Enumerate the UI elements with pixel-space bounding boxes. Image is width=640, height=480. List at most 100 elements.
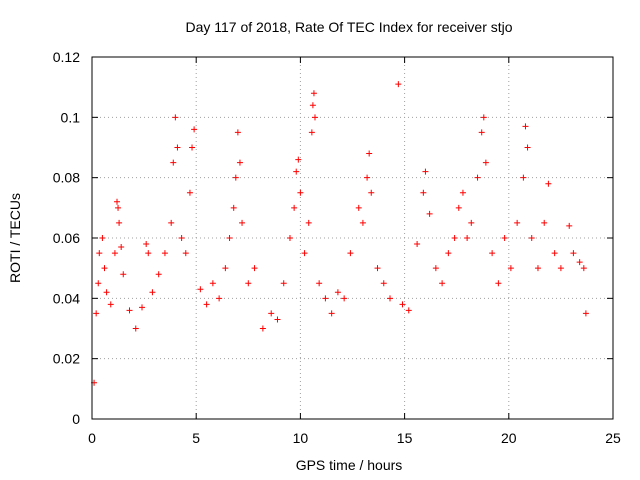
data-point xyxy=(328,310,335,317)
data-point xyxy=(132,325,139,332)
data-point xyxy=(414,241,421,248)
data-point xyxy=(209,280,216,287)
data-point xyxy=(495,280,502,287)
data-point xyxy=(464,235,471,241)
data-point xyxy=(305,219,312,226)
x-tick-label: 0 xyxy=(88,430,96,446)
data-point xyxy=(226,235,233,241)
y-tick-label: 0.02 xyxy=(53,351,80,367)
data-point xyxy=(545,180,552,187)
data-point xyxy=(439,280,446,287)
data-point xyxy=(380,280,387,287)
data-point xyxy=(234,129,241,136)
chart-title: Day 117 of 2018, Rate Of TEC Index for r… xyxy=(185,19,512,35)
x-tick-label: 20 xyxy=(501,430,517,446)
data-point xyxy=(182,250,189,257)
data-point xyxy=(445,250,452,257)
grid-lines xyxy=(92,57,613,419)
data-point xyxy=(364,174,371,181)
data-point xyxy=(143,241,150,248)
data-point xyxy=(478,129,485,136)
data-point xyxy=(432,265,439,272)
data-point xyxy=(347,250,354,257)
data-point xyxy=(145,250,152,257)
data-point xyxy=(580,265,587,272)
data-point xyxy=(126,307,133,314)
data-point xyxy=(191,126,198,133)
data-point xyxy=(524,144,531,151)
data-point xyxy=(111,250,118,257)
data-point xyxy=(280,280,287,287)
data-point xyxy=(301,250,308,257)
data-point xyxy=(149,289,156,296)
x-tick-label: 15 xyxy=(397,430,413,446)
data-point xyxy=(355,204,362,211)
x-tick-label: 25 xyxy=(605,430,621,446)
tick-labels: 0 5 10 15 20 25 0 0.02 0.04 0.06 0.08 0.1 0.12 xyxy=(53,49,621,446)
data-point xyxy=(551,250,558,257)
data-point xyxy=(236,159,243,166)
data-point xyxy=(507,265,514,272)
data-point xyxy=(570,250,577,257)
data-point xyxy=(116,219,123,226)
data-point xyxy=(96,250,103,257)
data-point xyxy=(374,265,381,272)
data-point xyxy=(474,174,481,181)
data-point xyxy=(322,295,329,302)
data-point xyxy=(168,219,175,226)
data-point xyxy=(420,189,427,196)
data-point xyxy=(99,235,106,241)
x-tick-label: 5 xyxy=(192,430,200,446)
y-tick-label: 0.06 xyxy=(53,230,80,246)
x-tick-label: 10 xyxy=(293,430,309,446)
data-point xyxy=(189,144,196,151)
axis-ticks xyxy=(91,56,614,420)
data-point xyxy=(197,286,204,293)
data-point xyxy=(93,310,100,317)
data-point xyxy=(107,301,114,308)
data-point xyxy=(405,307,412,314)
data-point xyxy=(291,204,298,211)
data-point xyxy=(528,235,535,241)
data-point xyxy=(268,310,275,317)
data-point xyxy=(118,244,125,251)
data-point xyxy=(522,123,529,130)
data-point xyxy=(557,265,564,272)
data-point xyxy=(186,189,193,196)
data-point xyxy=(399,301,406,308)
data-point xyxy=(366,150,373,157)
data-point xyxy=(316,280,323,287)
y-tick-label: 0.08 xyxy=(53,170,80,186)
data-point xyxy=(251,265,258,272)
data-point xyxy=(468,219,475,226)
data-point xyxy=(222,265,229,272)
data-point xyxy=(311,114,318,121)
data-point xyxy=(286,235,293,241)
data-point xyxy=(172,114,179,121)
y-tick-label: 0 xyxy=(72,411,80,427)
data-point xyxy=(170,159,177,166)
data-point xyxy=(422,168,429,175)
data-point xyxy=(293,168,300,175)
data-point xyxy=(120,271,127,278)
data-point xyxy=(259,325,266,332)
data-point xyxy=(232,174,239,181)
data-point xyxy=(174,144,181,151)
data-point xyxy=(297,189,304,196)
data-point xyxy=(482,159,489,166)
data-point xyxy=(341,295,348,302)
data-point xyxy=(489,250,496,257)
data-point xyxy=(308,129,315,136)
data-point xyxy=(114,198,121,205)
data-point xyxy=(310,90,317,97)
data-point xyxy=(459,189,466,196)
y-axis-label: ROTI / TECUs xyxy=(7,193,23,283)
data-point xyxy=(534,265,541,272)
data-point xyxy=(274,316,281,323)
data-point xyxy=(520,174,527,181)
data-point xyxy=(155,271,162,278)
data-point xyxy=(395,81,402,88)
data-point xyxy=(541,219,548,226)
data-point xyxy=(115,204,122,211)
x-axis-label: GPS time / hours xyxy=(296,457,403,473)
